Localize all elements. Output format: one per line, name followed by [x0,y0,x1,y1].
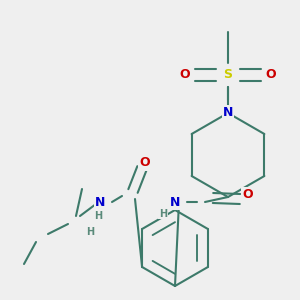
Text: H: H [94,211,102,221]
Text: S: S [224,68,232,82]
Text: H: H [86,227,94,237]
Text: N: N [95,196,105,208]
Text: N: N [170,196,180,208]
Text: O: O [266,68,276,82]
Text: H: H [159,209,167,219]
Text: O: O [140,157,150,169]
Text: N: N [223,106,233,119]
Text: O: O [243,188,253,202]
Text: O: O [180,68,190,82]
